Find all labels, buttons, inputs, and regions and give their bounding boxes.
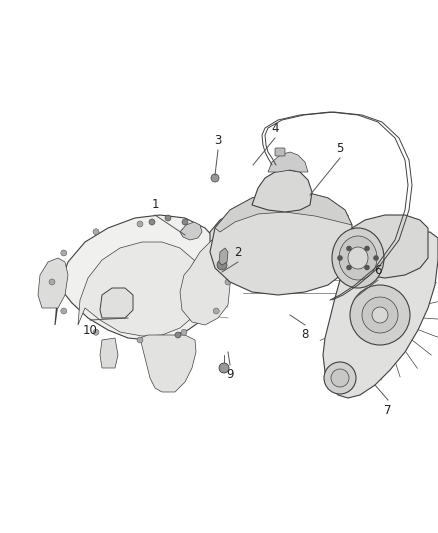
Text: 4: 4 [271, 122, 279, 134]
Text: 6: 6 [374, 263, 382, 277]
Polygon shape [210, 192, 352, 295]
Circle shape [61, 308, 67, 314]
Polygon shape [78, 242, 200, 336]
Text: 9: 9 [226, 368, 234, 382]
Circle shape [225, 279, 231, 285]
Text: 8: 8 [301, 328, 309, 342]
Text: 2: 2 [234, 246, 242, 259]
Ellipse shape [332, 228, 384, 288]
Polygon shape [210, 208, 292, 272]
Circle shape [346, 265, 352, 270]
Ellipse shape [339, 236, 377, 280]
Polygon shape [323, 232, 438, 398]
Circle shape [338, 255, 343, 261]
Polygon shape [100, 338, 118, 368]
Text: 5: 5 [336, 141, 344, 155]
Text: 1: 1 [151, 198, 159, 212]
Circle shape [374, 255, 378, 261]
Circle shape [213, 308, 219, 314]
Ellipse shape [348, 247, 368, 269]
Circle shape [49, 279, 55, 285]
Polygon shape [215, 192, 352, 232]
Circle shape [362, 297, 398, 333]
Circle shape [372, 307, 388, 323]
Circle shape [181, 329, 187, 335]
Text: 10: 10 [82, 324, 97, 336]
Circle shape [93, 229, 99, 235]
Polygon shape [180, 222, 202, 240]
Polygon shape [268, 152, 308, 172]
Circle shape [182, 219, 188, 225]
Circle shape [137, 337, 143, 343]
Circle shape [93, 329, 99, 335]
Polygon shape [252, 170, 312, 212]
Polygon shape [348, 215, 428, 278]
Circle shape [350, 285, 410, 345]
Circle shape [324, 362, 356, 394]
Polygon shape [38, 258, 68, 308]
Polygon shape [219, 248, 228, 265]
Circle shape [137, 221, 143, 227]
Circle shape [181, 229, 187, 235]
Circle shape [61, 250, 67, 256]
Circle shape [331, 369, 349, 387]
Circle shape [217, 260, 227, 270]
Text: 7: 7 [384, 403, 392, 416]
FancyBboxPatch shape [275, 148, 285, 156]
Circle shape [219, 363, 229, 373]
Circle shape [175, 332, 181, 338]
Circle shape [364, 246, 370, 251]
Circle shape [364, 265, 370, 270]
Circle shape [211, 174, 219, 182]
Circle shape [346, 246, 352, 251]
Polygon shape [100, 288, 133, 318]
Circle shape [149, 219, 155, 225]
Polygon shape [55, 215, 225, 340]
Circle shape [165, 215, 171, 221]
Text: 3: 3 [214, 133, 222, 147]
Polygon shape [180, 240, 230, 325]
Polygon shape [140, 335, 196, 392]
Circle shape [213, 250, 219, 256]
